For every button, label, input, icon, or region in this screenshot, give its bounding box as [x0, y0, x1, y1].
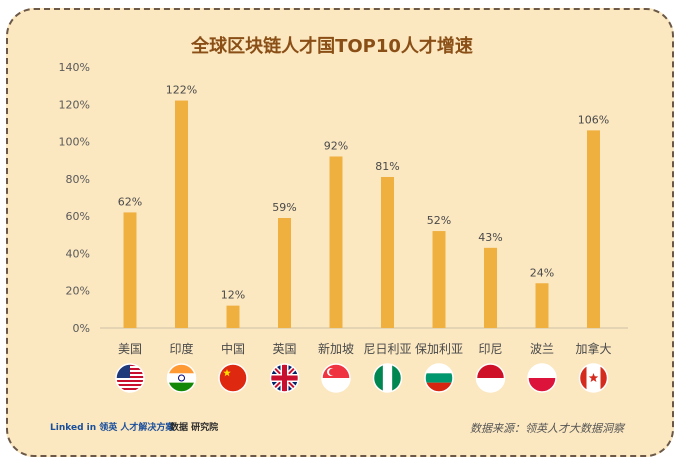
y-tick-label: 40%: [66, 247, 90, 260]
uk-flag-icon: [269, 363, 300, 393]
data-label: 12%: [221, 289, 245, 302]
nigeria-flag-icon: [372, 363, 403, 393]
data-label: 92%: [324, 139, 348, 152]
bar: [175, 100, 188, 328]
bar: [484, 247, 497, 328]
category-label: 印尼: [478, 342, 502, 356]
category-label: 英国: [272, 342, 296, 356]
bar: [278, 218, 291, 328]
data-label: 52%: [427, 214, 451, 227]
category-label: 波兰: [530, 342, 554, 356]
data-label: 81%: [375, 160, 399, 173]
y-tick-label: 0%: [73, 322, 90, 335]
y-tick-label: 120%: [59, 98, 90, 111]
bulgaria-flag-icon: [424, 363, 454, 393]
bars-group: [123, 100, 600, 328]
category-label: 保加利亚: [415, 342, 463, 356]
category-label: 尼日利亚: [363, 342, 411, 356]
poland-flag-icon: [527, 363, 557, 393]
bar: [226, 305, 240, 328]
y-tick-label: 100%: [59, 136, 90, 149]
data-label: 122%: [166, 84, 197, 97]
y-tick-label: 80%: [66, 173, 90, 186]
data-label: 62%: [118, 195, 142, 208]
y-tick-label: 140%: [59, 61, 90, 74]
bar: [587, 130, 600, 328]
flags-group: [115, 363, 609, 393]
category-labels-group: 美国 印度 中国 英国 新加坡 尼日利亚 保加利亚 印尼 波兰 加拿大: [118, 341, 612, 356]
category-label: 中国: [221, 341, 245, 356]
category-label: 印度: [169, 341, 193, 356]
category-label: 美国: [118, 342, 142, 356]
india-flag-icon: [166, 363, 197, 393]
canada-flag-icon: [578, 363, 609, 393]
data-label: 43%: [478, 231, 502, 244]
data-label: 59%: [272, 201, 296, 214]
bar: [123, 212, 137, 328]
bar: [381, 176, 394, 328]
data-labels-group: 62% 122% 12% 59% 92% 81% 52% 43% 24% 106%: [118, 84, 609, 302]
linkedin-logo-text: Linked in 领英 人才解决方案: [50, 423, 175, 433]
data-label: 106%: [578, 113, 609, 126]
bar: [432, 231, 446, 328]
chart-title: 全球区块链人才国TOP10人才增速: [190, 35, 473, 57]
data-label: 24%: [530, 266, 554, 279]
china-flag-icon: [218, 363, 248, 393]
shuju-logo-text: 数据 研究院: [170, 423, 219, 433]
data-source-text: 数据来源：领英人才大数据洞察: [470, 422, 624, 435]
category-label: 加拿大: [575, 341, 611, 356]
indonesia-flag-icon: [475, 363, 506, 393]
bar: [329, 156, 343, 328]
singapore-flag-icon: [321, 363, 351, 393]
bar: [535, 283, 549, 328]
y-tick-label: 20%: [66, 285, 90, 298]
us-flag-icon: [115, 363, 145, 393]
category-label: 新加坡: [318, 341, 354, 356]
y-tick-label: 60%: [66, 210, 90, 223]
y-axis-ticks: 0% 20% 40% 60% 80% 100% 120% 140%: [59, 61, 90, 335]
